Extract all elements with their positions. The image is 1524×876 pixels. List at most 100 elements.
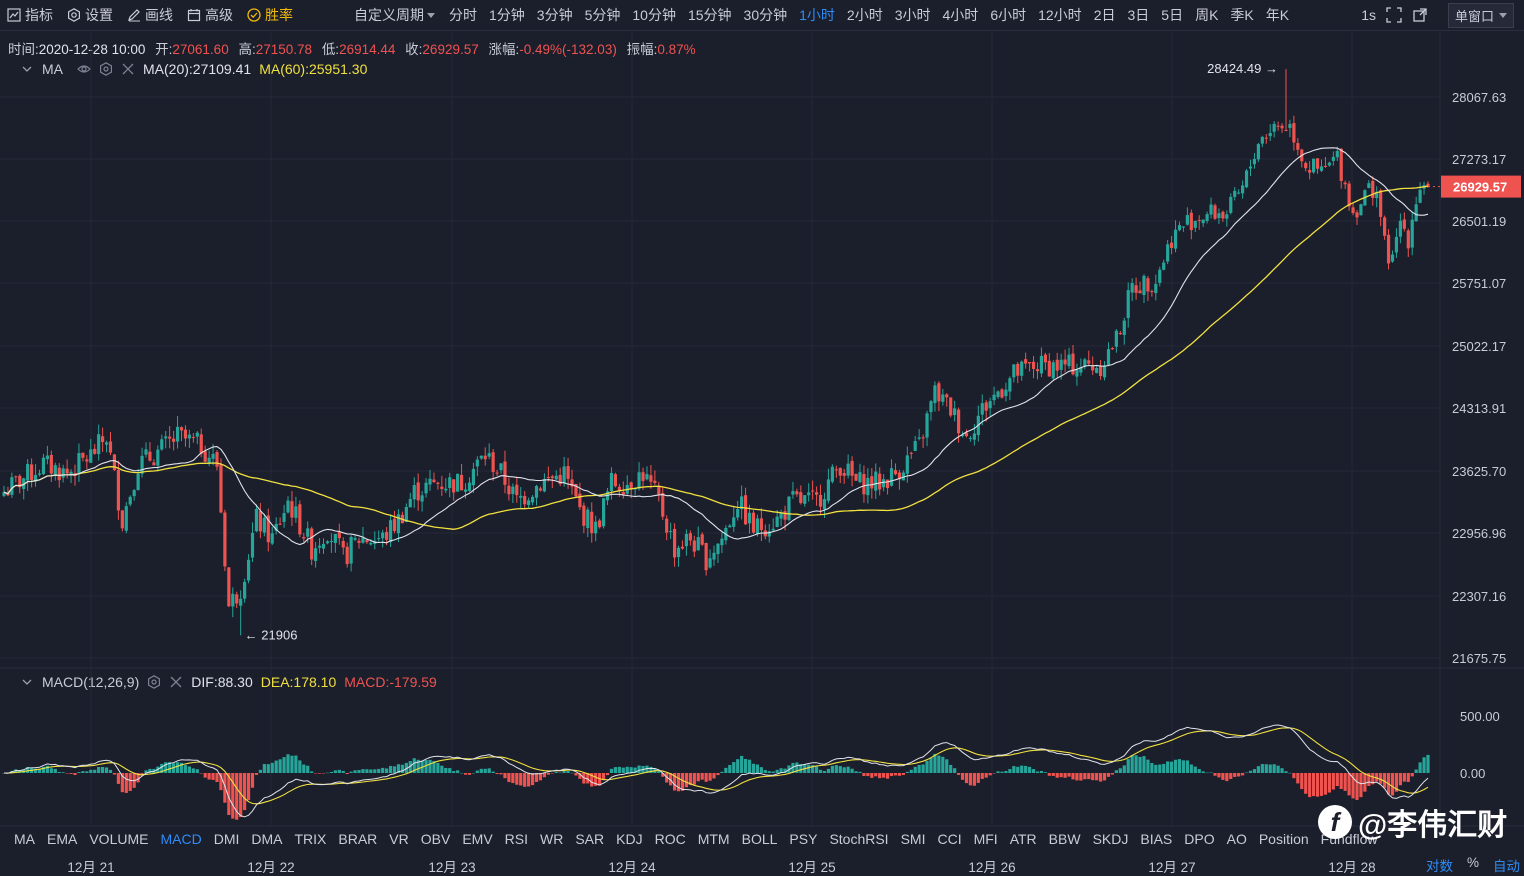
- indicator-tab-brar[interactable]: BRAR: [338, 831, 378, 847]
- draw-button[interactable]: 画线: [120, 0, 180, 30]
- candle: [1402, 212, 1406, 232]
- macd-bar: [456, 770, 460, 773]
- period-5[interactable]: 15分钟: [687, 7, 732, 23]
- candle: [459, 463, 464, 491]
- candle: [2, 485, 6, 498]
- custom-period-dropdown[interactable]: 自定义周期: [348, 5, 441, 25]
- period-11[interactable]: 6小时: [990, 7, 1027, 23]
- indicator-tab-smi[interactable]: SMI: [900, 831, 926, 847]
- indicator-tab-ema[interactable]: EMA: [47, 831, 78, 847]
- indicator-tab-dma[interactable]: DMA: [251, 831, 283, 847]
- win-rate-button[interactable]: 胜率: [240, 0, 300, 30]
- macd-bar: [396, 764, 401, 773]
- candle-body: [69, 471, 73, 475]
- candle-body: [1213, 205, 1217, 219]
- candlestick-chart[interactable]: 28067.63 27273.17 26501.19 25751.07 25022.17…: [0, 30, 1524, 828]
- indicator-tab-wr[interactable]: WR: [540, 831, 564, 847]
- period-12[interactable]: 12小时: [1038, 7, 1082, 23]
- indicator-tab-rsi[interactable]: RSI: [504, 831, 529, 847]
- period-0[interactable]: 分时: [449, 7, 477, 23]
- indicator-tab-volume[interactable]: VOLUME: [89, 831, 149, 847]
- indicator-tab-boll[interactable]: BOLL: [741, 831, 778, 847]
- settings-ma-button[interactable]: [99, 62, 113, 76]
- candle-body: [1181, 226, 1186, 228]
- indicator-tab-vr[interactable]: VR: [389, 831, 409, 847]
- candle: [637, 462, 641, 491]
- collapse-macd-button[interactable]: [20, 675, 34, 689]
- period-10[interactable]: 4小时: [942, 7, 979, 23]
- period-17[interactable]: 季K: [1230, 7, 1254, 23]
- period-14[interactable]: 3日: [1127, 7, 1150, 23]
- indicator-tab-dmi[interactable]: DMI: [213, 831, 240, 847]
- indicator-tab-dpo[interactable]: DPO: [1184, 831, 1215, 847]
- macd-bar: [1339, 773, 1343, 789]
- close-macd-button[interactable]: [169, 675, 183, 689]
- indicator-tab-stochrsi[interactable]: StochRSI: [829, 831, 889, 847]
- indicator-tab-cci[interactable]: CCI: [937, 831, 962, 847]
- macd-bar: [1379, 773, 1383, 784]
- period-15[interactable]: 5日: [1161, 7, 1184, 23]
- indicators-button[interactable]: 指标: [0, 0, 60, 30]
- indicator-tab-trix[interactable]: TRIX: [294, 831, 327, 847]
- advanced-button[interactable]: 高级: [180, 0, 240, 30]
- period-3[interactable]: 5分钟: [584, 7, 621, 23]
- candle: [692, 535, 696, 558]
- indicator-tab-skdj[interactable]: SKDJ: [1092, 831, 1129, 847]
- indicator-tab-bias[interactable]: BIAS: [1140, 831, 1173, 847]
- candle-body: [550, 476, 554, 478]
- macd-bar: [574, 773, 578, 776]
- indicator-tab-position[interactable]: Position: [1258, 831, 1309, 847]
- indicator-tab-sar[interactable]: SAR: [575, 831, 605, 847]
- indicator-tab-atr[interactable]: ATR: [1009, 831, 1037, 847]
- indicator-tab-obv[interactable]: OBV: [420, 831, 451, 847]
- candle: [377, 530, 381, 543]
- period-9[interactable]: 3小时: [894, 7, 931, 23]
- settings-macd-button[interactable]: [147, 675, 161, 689]
- interval-button[interactable]: 1s: [1361, 7, 1376, 23]
- log-scale-toggle[interactable]: 对数: [1425, 859, 1453, 874]
- macd-bar: [1201, 771, 1205, 773]
- percent-scale-toggle[interactable]: %: [1466, 855, 1479, 870]
- candle-body: [956, 409, 961, 434]
- candle-body: [708, 558, 712, 568]
- period-4[interactable]: 10分钟: [632, 7, 676, 23]
- indicator-tab-ao[interactable]: AO: [1226, 831, 1247, 847]
- indicator-tab-roc[interactable]: ROC: [654, 831, 686, 847]
- indicator-tab-kdj[interactable]: KDJ: [616, 831, 643, 847]
- candle: [523, 491, 527, 509]
- macd-bar: [740, 755, 744, 773]
- gear-icon: [148, 675, 161, 689]
- period-16[interactable]: 周K: [1195, 7, 1219, 23]
- macd-bar: [945, 759, 949, 773]
- indicator-tab-psy[interactable]: PSY: [789, 831, 818, 847]
- indicator-tab-mfi[interactable]: MFI: [973, 831, 998, 847]
- fullscreen-button[interactable]: [1386, 7, 1402, 23]
- window-mode-select[interactable]: 单窗口: [1447, 2, 1514, 28]
- indicator-tab-ma[interactable]: MA: [14, 831, 35, 847]
- period-8[interactable]: 2小时: [846, 7, 883, 23]
- close-ma-button[interactable]: [121, 62, 135, 76]
- candle-body: [456, 473, 460, 492]
- indicator-tab-emv[interactable]: EMV: [462, 831, 493, 847]
- period-6[interactable]: 30分钟: [743, 7, 788, 23]
- macd-bar: [976, 773, 980, 783]
- collapse-ma-button[interactable]: [20, 62, 34, 76]
- candle: [1051, 359, 1055, 380]
- macd-bar: [578, 773, 582, 779]
- macd-bar: [672, 773, 677, 791]
- period-7[interactable]: 1小时: [799, 7, 835, 23]
- visibility-ma-button[interactable]: [77, 62, 91, 76]
- candle: [396, 509, 401, 543]
- candle: [1122, 317, 1126, 345]
- popout-button[interactable]: [1412, 7, 1428, 23]
- indicator-tab-mtm[interactable]: MTM: [697, 831, 730, 847]
- period-1[interactable]: 1分钟: [489, 7, 525, 23]
- period-18[interactable]: 年K: [1265, 7, 1290, 23]
- candle: [530, 495, 535, 506]
- auto-scale-toggle[interactable]: 自动: [1493, 859, 1520, 874]
- period-2[interactable]: 3分钟: [536, 7, 573, 23]
- settings-button[interactable]: 设置: [60, 0, 120, 30]
- period-13[interactable]: 2日: [1093, 7, 1116, 23]
- indicator-tab-macd[interactable]: MACD: [160, 831, 202, 847]
- indicator-tab-bbw[interactable]: BBW: [1048, 831, 1081, 847]
